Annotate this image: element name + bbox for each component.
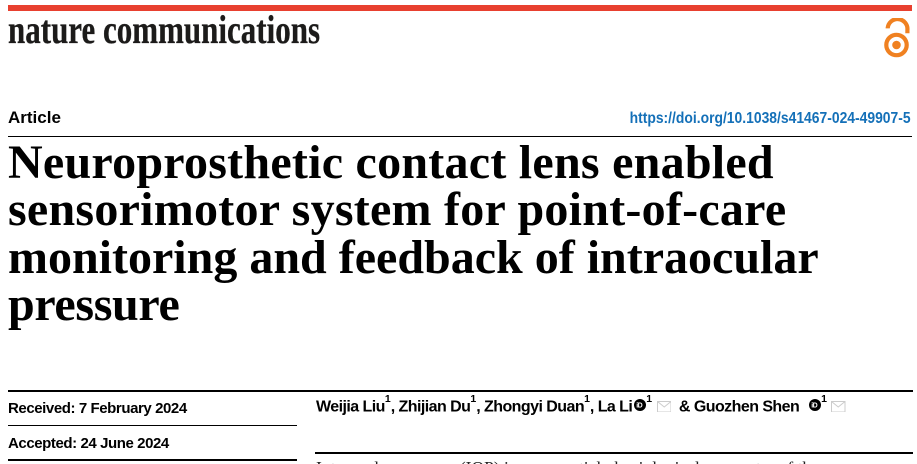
svg-text:iD: iD [811,402,817,409]
svg-text:iD: iD [636,402,642,409]
